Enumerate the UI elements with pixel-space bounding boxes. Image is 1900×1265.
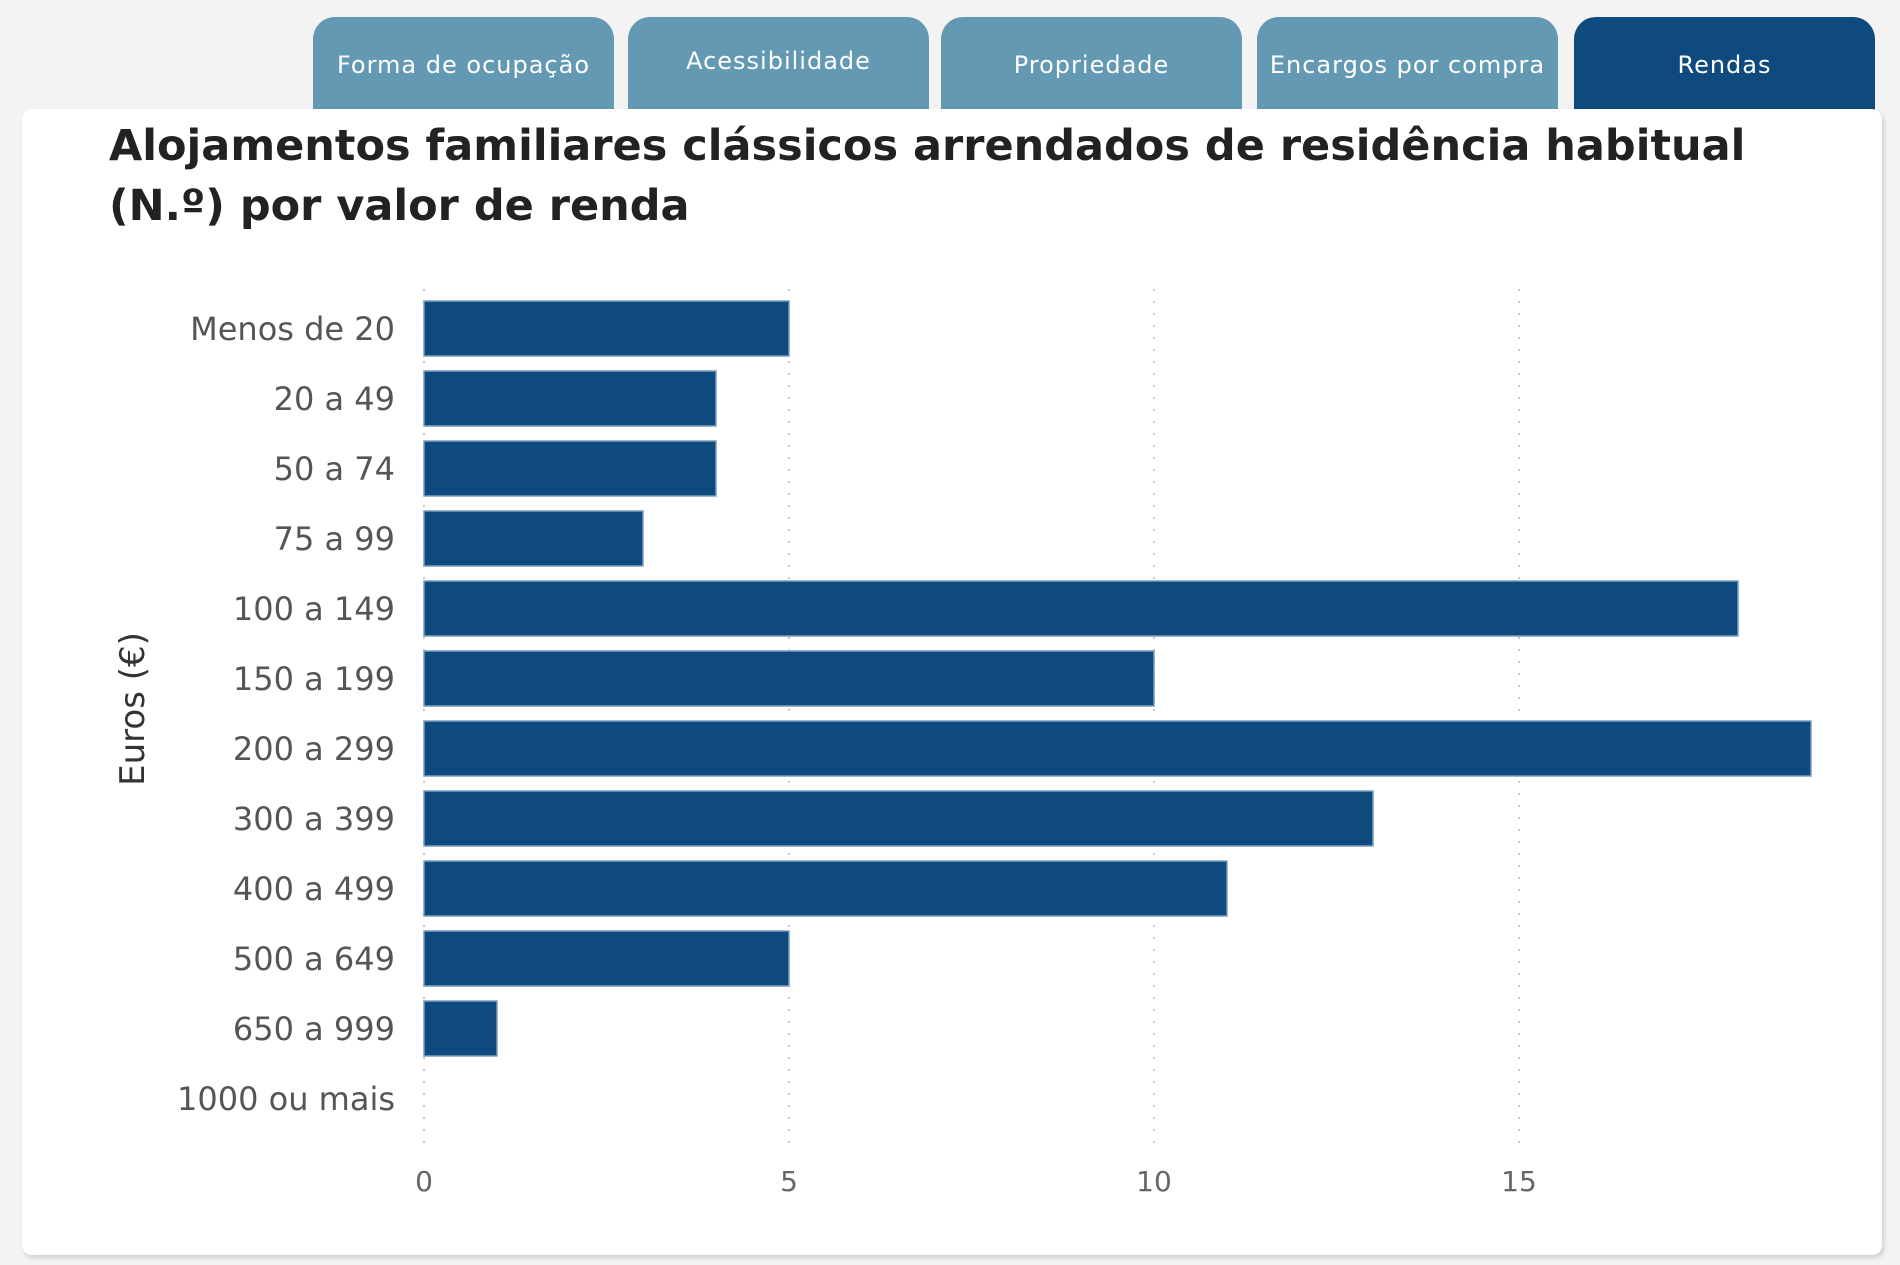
y-category-label: 20 a 49 bbox=[273, 379, 395, 418]
y-category-label: 300 a 399 bbox=[232, 799, 395, 838]
chart-title: Alojamentos familiares clássicos arrenda… bbox=[109, 121, 1746, 231]
bar[interactable] bbox=[423, 370, 717, 427]
bar[interactable] bbox=[423, 720, 1812, 777]
x-tick-label: 0 bbox=[415, 1165, 433, 1198]
y-category-label: 400 a 499 bbox=[232, 869, 395, 908]
x-tick-label: 5 bbox=[780, 1165, 798, 1198]
bar[interactable] bbox=[423, 1000, 498, 1057]
bar[interactable] bbox=[423, 510, 644, 567]
y-category-label: 100 a 149 bbox=[232, 589, 395, 628]
bar[interactable] bbox=[423, 790, 1374, 847]
tab-rendas[interactable]: Rendas bbox=[1574, 17, 1875, 113]
y-category-label: 500 a 649 bbox=[232, 939, 395, 978]
bar[interactable] bbox=[423, 440, 717, 497]
bar[interactable] bbox=[423, 930, 790, 987]
x-tick-label: 15 bbox=[1501, 1165, 1537, 1198]
y-category-label: 75 a 99 bbox=[273, 519, 395, 558]
x-tick-label: 10 bbox=[1136, 1165, 1172, 1198]
y-category-label: 200 a 299 bbox=[232, 729, 395, 768]
y-category-label: 150 a 199 bbox=[232, 659, 395, 698]
bar[interactable] bbox=[423, 860, 1228, 917]
y-category-label: 650 a 999 bbox=[232, 1009, 395, 1048]
y-category-label: Menos de 20 bbox=[190, 309, 395, 348]
bar[interactable] bbox=[423, 300, 790, 357]
bar[interactable] bbox=[423, 580, 1739, 637]
tab-acessibilidade[interactable]: Acessibilidade bbox=[628, 17, 929, 113]
tab-forma-de-ocupacao[interactable]: Forma de ocupação bbox=[313, 17, 614, 113]
bar[interactable] bbox=[423, 650, 1155, 707]
tab-encargos-por-compra[interactable]: Encargos por compra bbox=[1257, 17, 1558, 113]
tab-propriedade[interactable]: Propriedade bbox=[941, 17, 1242, 113]
y-category-label: 50 a 74 bbox=[273, 449, 395, 488]
y-category-label: 1000 ou mais bbox=[177, 1079, 395, 1118]
